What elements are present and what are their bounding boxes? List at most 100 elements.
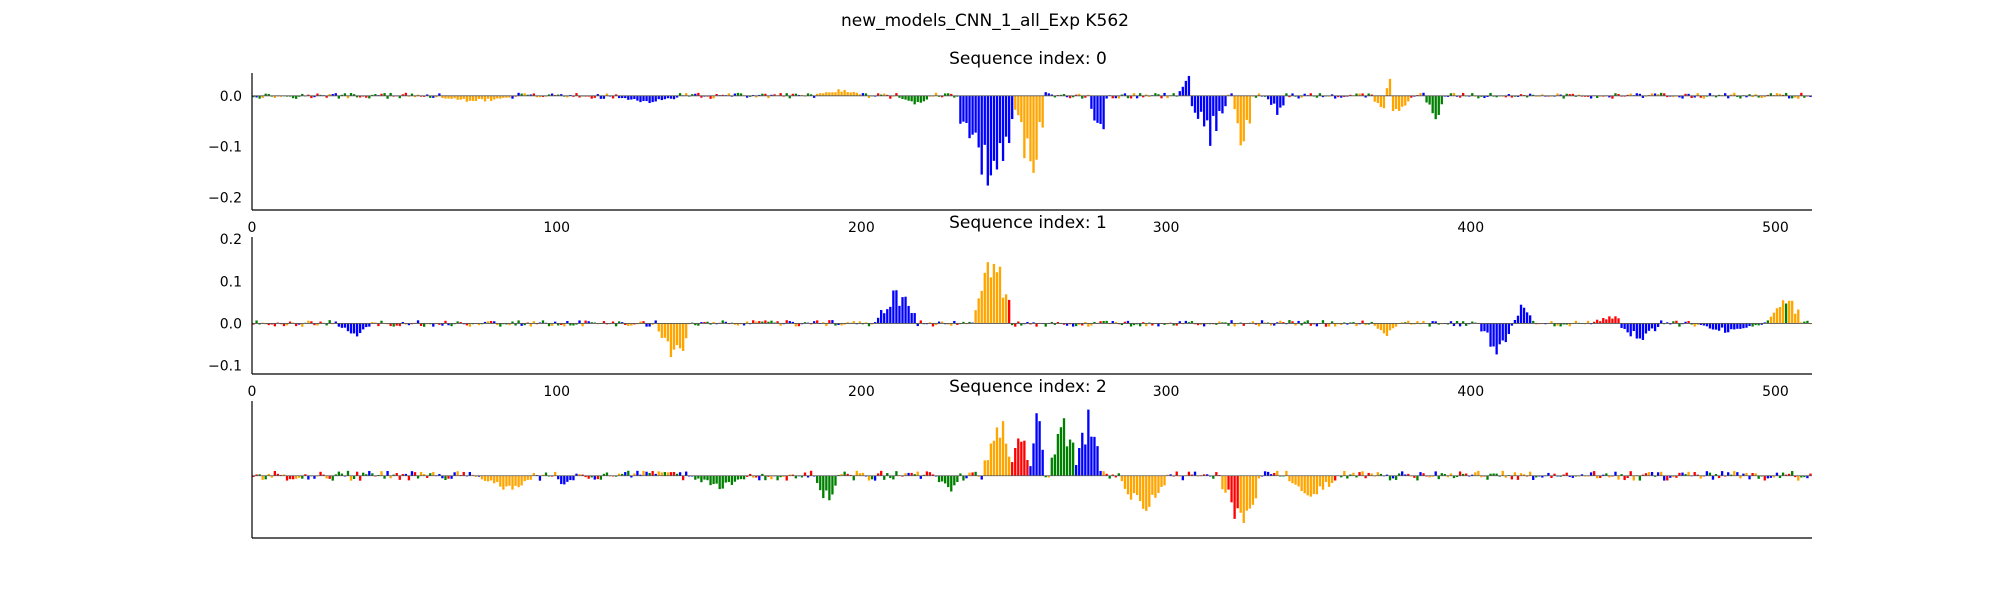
- logo-mark: [1699, 95, 1702, 98]
- logo-mark: [1699, 323, 1702, 325]
- logo-mark: [1062, 323, 1066, 325]
- logo-mark: [709, 323, 712, 325]
- logo-mark: [1486, 323, 1489, 333]
- logo-mark: [1129, 95, 1133, 99]
- logo-mark: [1071, 442, 1075, 476]
- logo-mark: [569, 475, 572, 481]
- logo-mark: [1650, 471, 1654, 476]
- logo-mark: [1678, 95, 1681, 98]
- logo-mark: [429, 95, 432, 98]
- logo-mark: [1297, 95, 1300, 99]
- logo-mark: [1373, 323, 1376, 326]
- logo-mark: [499, 475, 502, 487]
- logo-mark: [453, 472, 456, 476]
- logo-mark: [1321, 95, 1325, 98]
- logo-mark: [1236, 95, 1239, 124]
- logo-mark: [712, 321, 715, 324]
- logo-mark: [1455, 475, 1459, 478]
- logo-mark: [1696, 93, 1699, 96]
- logo-mark: [767, 321, 770, 324]
- logo-mark: [526, 94, 529, 96]
- logo-mark: [1532, 94, 1535, 96]
- logo-mark: [422, 473, 426, 476]
- logo-mark: [1629, 323, 1632, 337]
- logo-mark: [355, 95, 359, 98]
- y-tick-label: −0.1: [208, 359, 242, 375]
- logo-mark: [904, 95, 907, 100]
- logo-mark: [541, 320, 545, 324]
- logo-mark: [1001, 297, 1005, 324]
- logo-mark: [785, 320, 788, 324]
- logo-mark: [490, 95, 493, 101]
- panel-title-1: Sequence index: 1: [949, 213, 1107, 233]
- logo-mark: [962, 95, 965, 122]
- logo-mark: [1736, 472, 1739, 476]
- logo-mark: [1117, 95, 1120, 99]
- logo-mark: [444, 320, 447, 324]
- logo-mark: [1257, 93, 1261, 96]
- panel-sequence-2: Sequence index: 2: [251, 377, 1812, 539]
- logo-mark: [1078, 448, 1081, 476]
- logo-mark: [907, 305, 910, 324]
- logo-mark: [1568, 475, 1571, 477]
- logo-mark: [541, 474, 545, 476]
- logo-mark: [983, 272, 986, 324]
- logo-mark: [1754, 94, 1757, 96]
- logo-mark: [1318, 93, 1322, 96]
- logo-mark: [764, 320, 767, 324]
- logo-mark: [663, 323, 667, 338]
- logo-mark: [596, 475, 599, 480]
- logo-mark: [1266, 95, 1270, 100]
- logo-mark: [538, 475, 542, 481]
- logo-mark: [392, 474, 395, 476]
- logo-mark: [1687, 471, 1690, 476]
- logo-mark: [1714, 474, 1718, 476]
- logo-mark: [343, 93, 347, 96]
- logo-mark: [691, 94, 694, 96]
- logo-mark: [645, 471, 648, 476]
- logo-mark: [1800, 92, 1803, 96]
- logo-mark: [1617, 475, 1620, 480]
- logo-mark: [1184, 80, 1188, 96]
- logo-mark: [940, 321, 944, 324]
- logo-mark: [1242, 475, 1245, 523]
- logo-mark: [1461, 92, 1465, 96]
- logo-mark: [886, 94, 889, 96]
- logo-mark: [1334, 323, 1337, 327]
- logo-mark: [416, 320, 420, 324]
- logo-mark: [1151, 475, 1154, 495]
- logo-mark: [1708, 93, 1712, 96]
- logo-mark: [474, 95, 478, 102]
- logo-mark: [587, 321, 590, 324]
- logo-mark: [258, 323, 261, 325]
- logo-mark: [572, 323, 575, 326]
- logo-mark: [1714, 95, 1718, 98]
- logo-mark: [1803, 321, 1806, 324]
- logo-mark: [1800, 322, 1803, 324]
- logo-mark: [599, 95, 603, 99]
- logo-mark: [429, 473, 432, 476]
- logo-mark: [1757, 323, 1760, 326]
- logo-mark: [895, 93, 898, 96]
- logo-mark: [1367, 93, 1370, 96]
- logo-mark: [1565, 472, 1568, 476]
- logo-mark: [907, 95, 910, 101]
- logo-mark: [1465, 473, 1468, 476]
- logo-mark: [468, 472, 472, 476]
- logo-mark: [1419, 472, 1422, 476]
- logo-mark: [1355, 93, 1358, 96]
- logo-mark: [1391, 95, 1395, 112]
- logo-mark: [1532, 475, 1535, 480]
- logo-mark: [1187, 471, 1191, 476]
- logo-mark: [1660, 92, 1663, 96]
- logo-mark: [992, 440, 996, 476]
- logo-mark: [328, 320, 331, 324]
- logo-mark: [1093, 95, 1096, 121]
- logo-mark: [502, 95, 505, 98]
- logo-mark: [876, 93, 880, 96]
- logo-mark: [1760, 323, 1763, 325]
- logo-mark: [486, 321, 490, 324]
- logo-mark: [1282, 95, 1285, 106]
- logo-mark: [1007, 299, 1011, 324]
- logo-mark: [1047, 475, 1050, 478]
